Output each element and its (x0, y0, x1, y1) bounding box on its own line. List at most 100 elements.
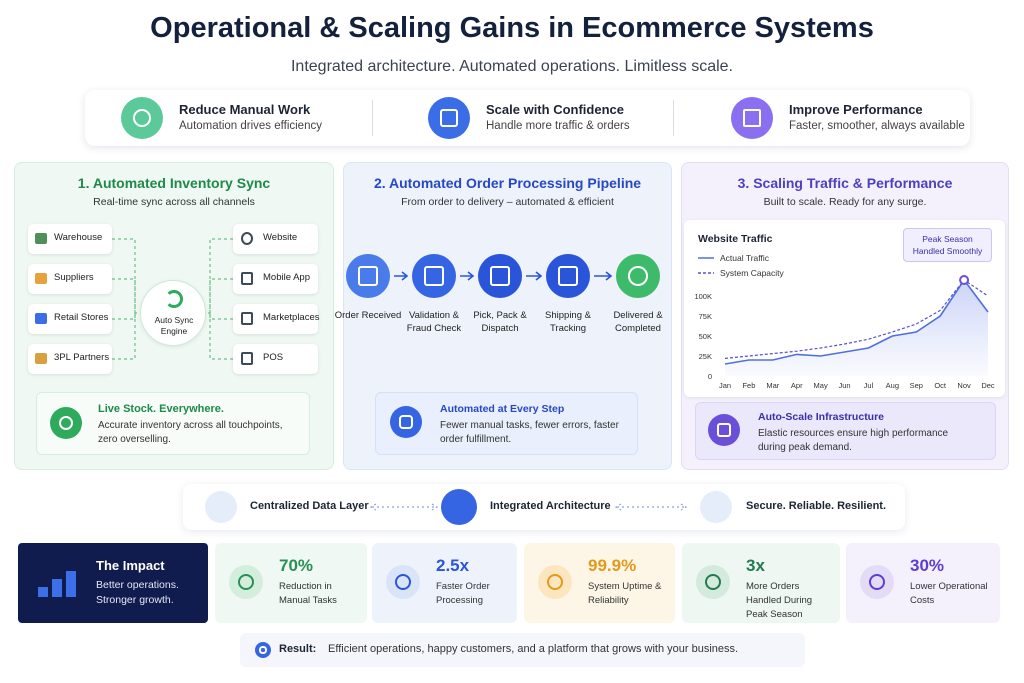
node-icon (241, 272, 253, 285)
x-tick-label: Sep (910, 381, 923, 390)
result-icon (255, 642, 271, 658)
highlight-icon (731, 97, 773, 139)
icon-glyph (716, 422, 732, 438)
sync-hub: Auto Sync Engine (140, 280, 206, 346)
metric-glyph (705, 574, 721, 590)
impact-bar-icon (66, 571, 76, 597)
panel-subtitle: Built to scale. Ready for any surge. (763, 196, 927, 208)
icon-glyph (58, 415, 74, 431)
icon-glyph (490, 266, 510, 286)
x-tick-label: Jul (864, 381, 874, 390)
highlight-title: Scale with Confidence (486, 102, 624, 117)
metric-icon (229, 565, 263, 599)
step-icon (546, 254, 590, 298)
source-node: Retail Stores (28, 304, 112, 334)
callout (695, 402, 996, 460)
architecture-icon (205, 491, 237, 523)
highlights-bar (85, 90, 970, 146)
node-label: POS (263, 352, 284, 363)
result-label: Result: (279, 643, 317, 655)
title: Operational & Scaling Gains in Ecommerce… (150, 12, 874, 44)
y-tick-label: 50K (699, 332, 712, 341)
metric-value: 3x (746, 556, 765, 575)
step-icon (478, 254, 522, 298)
channel-node: Website (233, 224, 318, 254)
metric-card: 30% Lower Operational Costs (846, 543, 1000, 623)
x-tick-label: Jan (719, 381, 731, 390)
highlight-icon (121, 97, 163, 139)
callout-title: Auto-Scale Infrastructure (758, 411, 885, 423)
channel-node: POS (233, 344, 318, 374)
callout-title: Automated at Every Step (440, 403, 565, 415)
icon-glyph (424, 266, 444, 286)
panel-title: 3. Scaling Traffic & Performance (737, 175, 953, 191)
metric-label: Reduction in Manual Tasks (279, 581, 337, 606)
step-label: Validation & Fraud Check (406, 310, 462, 334)
node-icon (35, 353, 47, 364)
architecture-icon (700, 491, 732, 523)
icon-glyph (558, 266, 578, 286)
architecture-icon (441, 489, 477, 525)
node-label: Warehouse (54, 232, 103, 243)
impact-text: Better operations. Stronger growth. (96, 579, 179, 606)
metric-icon (538, 565, 572, 599)
x-tick-label: Dec (981, 381, 995, 390)
y-tick-label: 25K (699, 352, 712, 361)
impact-bar-icon (38, 587, 48, 597)
metric-label: System Uptime & Reliability (588, 581, 662, 606)
x-tick-label: Jun (838, 381, 850, 390)
panel-title: 1. Automated Inventory Sync (77, 175, 271, 191)
node-icon (35, 313, 47, 324)
step-label: Delivered & Completed (613, 310, 663, 334)
x-tick-label: May (814, 381, 828, 390)
result-text: Efficient operations, happy customers, a… (328, 643, 739, 655)
metric-value: 70% (279, 556, 314, 575)
x-tick-label: Nov (957, 381, 971, 390)
x-tick-label: Feb (742, 381, 755, 390)
callout-icon (708, 414, 740, 446)
sync-icon (165, 290, 183, 308)
series-line (724, 279, 989, 359)
chart-title: Website Traffic (698, 233, 773, 245)
metric-label: More Orders Handled During Peak Season (746, 581, 813, 620)
metric-glyph (869, 574, 885, 590)
callout-text: Elastic resources ensure high performanc… (758, 428, 949, 453)
source-node: Warehouse (28, 224, 112, 254)
step-icon (616, 254, 660, 298)
step-label: Shipping & Tracking (545, 310, 591, 334)
highlight-text: Faster, smoother, always available (789, 120, 965, 132)
x-tick-label: Apr (791, 381, 803, 390)
result-bar (240, 633, 805, 667)
icon-glyph (628, 266, 648, 286)
panel-subtitle: Real-time sync across all channels (93, 196, 255, 208)
y-tick-label: 75K (699, 312, 712, 321)
x-tick-label: Aug (886, 381, 899, 390)
step-icon (412, 254, 456, 298)
legend-label: Actual Traffic (720, 253, 770, 263)
metric-card: 99.9% System Uptime & Reliability (524, 543, 675, 623)
panel-subtitle: From order to delivery – automated & eff… (401, 196, 614, 208)
metric-glyph (238, 574, 254, 590)
metric-icon (696, 565, 730, 599)
legend-label: System Capacity (720, 268, 785, 278)
chart-annotation: Peak Season Handled Smoothly (903, 228, 992, 262)
metric-glyph (547, 574, 563, 590)
y-tick-label: 0 (708, 372, 712, 381)
node-label: 3PL Partners (54, 352, 110, 363)
metric-card: 2.5x Faster Order Processing (372, 543, 517, 623)
icon-glyph (132, 108, 152, 128)
callout-icon (50, 407, 82, 439)
node-icon (241, 352, 253, 365)
metric-icon (860, 565, 894, 599)
node-label: Marketplaces (263, 312, 320, 323)
peak-marker (959, 275, 970, 285)
step-label: Pick, Pack & Dispatch (473, 310, 527, 334)
highlight-title: Reduce Manual Work (179, 102, 311, 117)
traffic-area (725, 280, 988, 376)
node-label: Retail Stores (54, 312, 109, 323)
node-label: Suppliers (54, 272, 94, 283)
metric-label: Faster Order Processing (436, 581, 490, 606)
node-label: Website (263, 232, 298, 243)
